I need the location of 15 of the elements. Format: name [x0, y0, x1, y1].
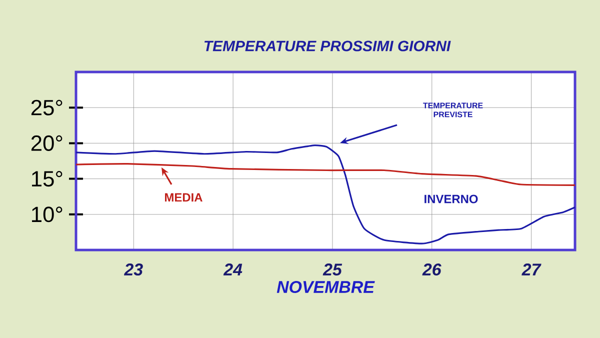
annotation: INVERNO: [424, 194, 478, 204]
x-tick-label: 26: [422, 264, 442, 276]
y-tick-label: 20°: [31, 135, 62, 151]
line-series: [76, 144, 576, 244]
x-tick-label: 23: [124, 264, 143, 276]
annotation: MEDIA: [165, 193, 202, 202]
x-tick-label: 24: [223, 264, 242, 276]
y-tick-label: 15°: [32, 171, 62, 187]
x-tick-label: 25: [322, 264, 342, 276]
y-tick-label: 25°: [31, 100, 62, 116]
y-tick-label: 10°: [32, 206, 62, 222]
line-series: [76, 163, 576, 186]
x-axis-title: NOVEMBRE: [276, 281, 375, 294]
chart-title: TEMPERATURE PROSSIMI GIORNI: [204, 40, 451, 52]
x-tick-label: 27: [522, 264, 542, 276]
